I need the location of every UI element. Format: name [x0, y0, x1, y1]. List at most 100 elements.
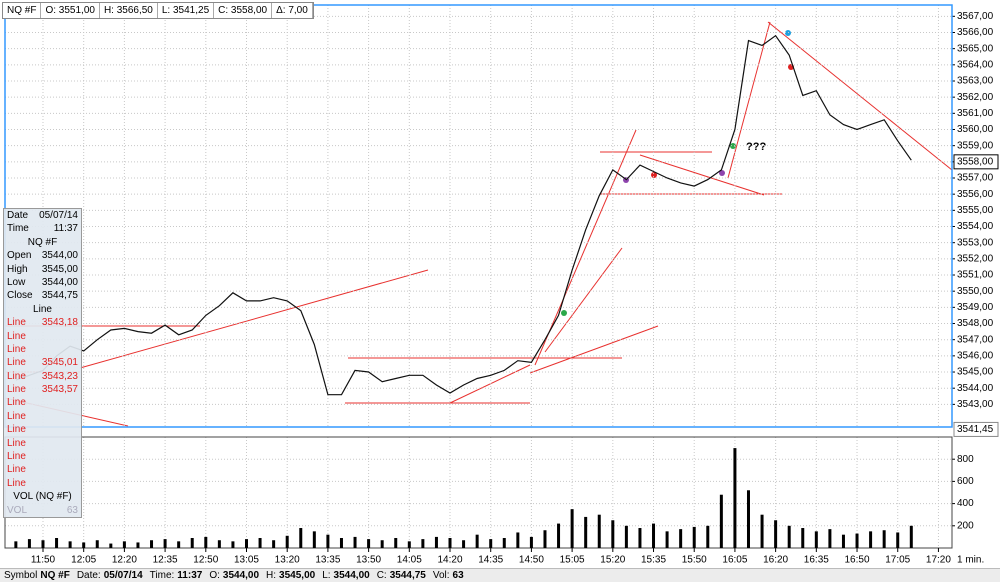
- marker: [719, 170, 725, 176]
- volume-bar: [150, 540, 154, 548]
- volume-bar: [448, 538, 452, 548]
- status-item: C: 3544,75: [377, 569, 426, 582]
- header-item: O: 3551,00: [41, 3, 100, 18]
- status-label: Symbol: [4, 570, 38, 581]
- header-item: C: 3558,00: [214, 3, 273, 18]
- row-label: Line: [7, 357, 26, 369]
- volume-bar: [68, 541, 72, 548]
- volume-bar: [638, 528, 642, 548]
- volume-bar: [367, 539, 371, 548]
- data-row: Close 3544,75: [4, 289, 81, 302]
- x-tick-label: 16:50: [845, 555, 870, 566]
- data-window: Date 05/07/14 Time 11:37 NQ #F Open 3544,00 Hig…: [3, 208, 82, 518]
- volume-bar: [909, 525, 913, 548]
- row-label: Line: [7, 410, 26, 422]
- data-row: Line: [4, 396, 81, 409]
- data-row: Line: [4, 463, 81, 476]
- x-tick-label: 12:05: [71, 555, 96, 566]
- y-tick-label: 200: [957, 520, 974, 531]
- status-item: Date: 05/07/14: [77, 569, 143, 582]
- y-tick-label: 3554,00: [957, 221, 994, 232]
- status-value: 3544,75: [389, 570, 426, 581]
- row-label: Line: [7, 397, 26, 409]
- row-label: Line: [7, 477, 26, 489]
- data-row: Line: [4, 330, 81, 343]
- y-tick-label: 3549,00: [957, 302, 994, 313]
- volume-bar: [787, 525, 791, 548]
- x-tick-label: 11:50: [31, 555, 56, 566]
- status-value: 3545,00: [279, 570, 316, 581]
- volume-bar: [394, 538, 398, 548]
- row-label: Line: [7, 437, 26, 449]
- marker: [785, 30, 791, 36]
- row-label: VOL: [7, 504, 28, 516]
- row-value: 3544,00: [41, 276, 78, 288]
- y-tick-label: 3551,00: [957, 270, 994, 281]
- symbol-row: NQ #F: [27, 236, 58, 248]
- y-tick-label: 800: [957, 454, 974, 465]
- volume-bar: [217, 540, 221, 548]
- x-tick-label: 15:05: [560, 555, 585, 566]
- row-value: 05/07/14: [39, 210, 78, 221]
- status-label: Date:: [76, 570, 101, 581]
- volume-bar: [570, 509, 574, 548]
- row-label: Line: [7, 451, 26, 463]
- x-tick-label: 13:20: [275, 555, 300, 566]
- header-item: NQ #F: [3, 3, 42, 18]
- row-label: Line: [7, 330, 26, 342]
- volume-bar: [190, 538, 194, 548]
- x-tick-label: 13:50: [356, 555, 381, 566]
- y-tick-label: 3550,00: [957, 286, 994, 297]
- row-label: Line: [7, 424, 26, 436]
- row-label: Line: [7, 464, 26, 476]
- x-tick-label: 16:20: [763, 555, 788, 566]
- volume-bar: [624, 525, 628, 548]
- volume-bar: [27, 539, 31, 548]
- data-row: Line: [4, 477, 81, 490]
- cursor-price-label: 3541,45: [957, 424, 994, 435]
- row-label: Close: [7, 290, 33, 302]
- trend-line: [639, 154, 765, 196]
- row-value: 3543,23: [41, 370, 78, 382]
- volume-bar: [733, 448, 737, 548]
- interval-label: 1 min.: [957, 555, 984, 566]
- status-item: O: 3544,00: [209, 569, 259, 582]
- volume-bar: [407, 541, 411, 548]
- status-value: 11:37: [177, 570, 203, 581]
- volume-bar: [204, 536, 208, 548]
- volume-bar: [312, 531, 316, 548]
- trend-line: [534, 129, 637, 366]
- x-tick-label: 14:05: [397, 555, 422, 566]
- x-tick-label: 12:50: [193, 555, 218, 566]
- status-item: Time: 11:37: [150, 569, 203, 582]
- x-tick-label: 15:20: [600, 555, 625, 566]
- data-row: Line 3545,01: [4, 356, 81, 369]
- volume-bar: [14, 541, 18, 548]
- volume-bar: [421, 539, 425, 548]
- volume-bar: [841, 534, 845, 548]
- x-tick-label: 13:05: [234, 555, 259, 566]
- row-label: High: [7, 263, 28, 275]
- volume-bar: [122, 541, 126, 548]
- volume-bar: [136, 542, 140, 548]
- volume-bar: [597, 514, 601, 548]
- volume-bar: [55, 538, 59, 548]
- row-value: 3544,75: [41, 290, 78, 302]
- x-tick-label: 14:50: [519, 555, 544, 566]
- volume-bar: [462, 540, 466, 548]
- volume-bar: [896, 532, 900, 548]
- y-tick-label: 600: [957, 476, 974, 487]
- row-label: Low: [7, 276, 26, 288]
- volume-bar: [814, 531, 818, 548]
- header-item: L: 3541,25: [158, 3, 215, 18]
- row-label: Date: [7, 210, 29, 221]
- y-tick-label: 3557,00: [957, 173, 994, 184]
- data-row: Line: [4, 423, 81, 436]
- x-tick-label: 12:20: [112, 555, 137, 566]
- status-label: C:: [376, 570, 387, 581]
- data-row: Line 3543,18: [4, 316, 81, 329]
- y-tick-label: 3564,00: [957, 59, 994, 70]
- trend-line: [767, 21, 953, 171]
- cursor-price-box: [953, 421, 999, 437]
